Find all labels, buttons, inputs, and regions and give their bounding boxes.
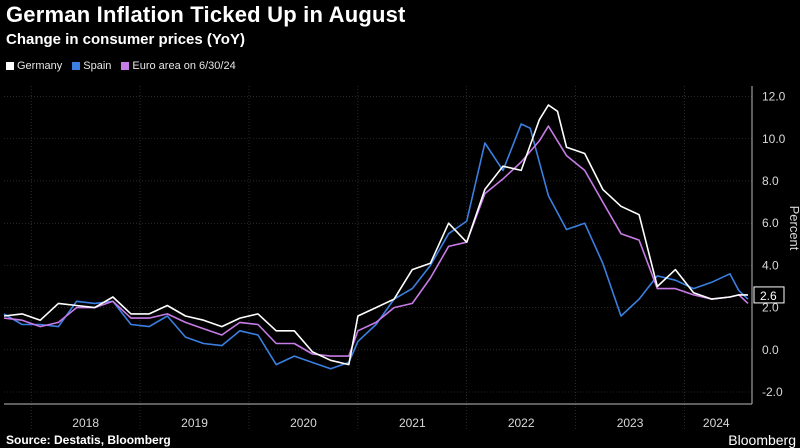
series-line-euro-area: [3, 125, 749, 357]
legend-swatch-spain: [72, 62, 81, 70]
legend-swatch-germany: [6, 62, 14, 70]
axis-layer: 12.0 10.0 8.0 6.0 4.0 2.0 0.0 -2.0 2018 2019 2020 2…: [4, 86, 800, 430]
grid-layer: [4, 86, 752, 430]
y-tick-label: 0.0: [762, 343, 779, 357]
y-tick-label: 12.0: [762, 90, 786, 104]
x-tick-label: 2018: [72, 416, 99, 430]
series-line-spain: [3, 123, 749, 370]
y-tick-label: 10.0: [762, 132, 786, 146]
source-note: Source: Destatis, Bloomberg: [6, 433, 171, 447]
last-value-callout: 2.6: [753, 286, 785, 304]
x-tick-label: 2021: [399, 416, 426, 430]
legend-item-spain: Spain: [72, 60, 111, 72]
chart-subtitle: Change in consumer prices (YoY): [6, 31, 245, 48]
legend-item-germany: Germany: [6, 60, 62, 72]
x-tick-label: 2019: [181, 416, 208, 430]
x-tick-label: 2020: [290, 416, 317, 430]
chart-title: German Inflation Ticked Up in August: [6, 2, 406, 27]
x-tick-label: 2024: [703, 416, 730, 430]
legend: Germany Spain Euro area on 6/30/24: [6, 60, 236, 72]
legend-swatch-euro-area: [121, 62, 130, 70]
legend-as-of-date: on 6/30/24: [183, 60, 236, 72]
y-tick-label: 4.0: [762, 258, 779, 272]
y-axis-title: Percent: [787, 206, 800, 251]
legend-label-germany: Germany: [17, 60, 63, 72]
y-tick-label: 8.0: [762, 174, 779, 188]
bloomberg-logo: Bloomberg: [728, 432, 796, 448]
series-line-germany: [3, 104, 748, 366]
y-tick-label: 6.0: [762, 216, 779, 230]
y-tick-label: 2.0: [762, 301, 779, 315]
legend-label-spain: Spain: [83, 60, 112, 72]
x-tick-label: 2023: [617, 416, 644, 430]
last-value-label: 2.6: [760, 289, 777, 303]
x-tick-label: 2022: [508, 416, 535, 430]
legend-label-euro-area: Euro area: [132, 60, 181, 72]
series-layer: [3, 104, 749, 370]
last-value-box: [753, 286, 785, 304]
legend-item-euro-area: Euro area on 6/30/24: [121, 60, 236, 72]
y-tick-label: -2.0: [762, 385, 783, 399]
